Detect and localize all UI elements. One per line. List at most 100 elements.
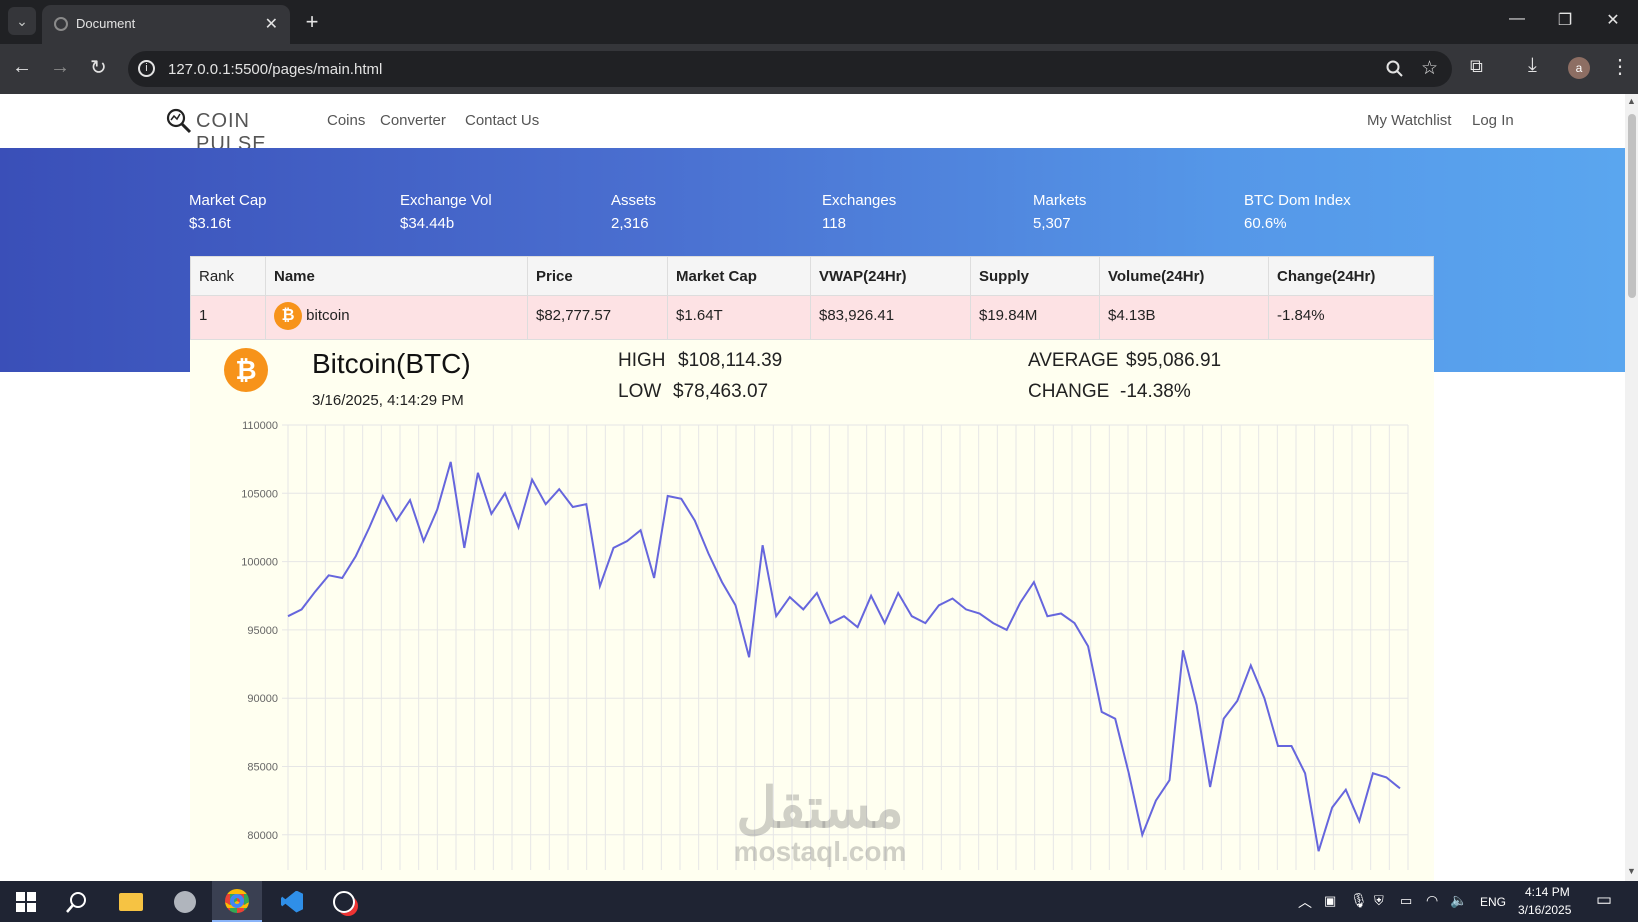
y-tick-label: 80000 [247,830,278,842]
y-tick-label: 90000 [247,693,278,705]
bitcoin-icon: ₿ [274,302,302,331]
low-label: LOW [618,381,662,402]
nav-link-coins[interactable]: Coins [327,112,366,129]
coin-name: bitcoin [306,307,350,325]
watermark-arabic: مستقل [736,776,904,839]
watermark-latin: mostaql.com [733,836,907,867]
volume-icon[interactable]: 🔈 [1450,892,1468,908]
app2-button[interactable] [326,881,362,922]
clock-date[interactable]: 3/16/2025 [1518,903,1572,917]
tab-title: Document [76,16,136,31]
stat-value: 60.6% [1244,215,1287,232]
browser-chrome: ⌄ Document ✕ + — ❐ ✕ ← → ↻ i 127.0.0.1:5… [0,0,1638,94]
stat-label: Exchange Vol [400,192,492,209]
security-icon[interactable]: ⛨ [1374,893,1384,908]
nav-link-contact[interactable]: Contact Us [465,112,540,129]
wifi-icon[interactable]: ◠ [1426,892,1439,908]
extensions-icon[interactable]: ⧉ [1470,56,1483,76]
low-value: $78,463.07 [673,381,769,402]
nav-link-converter[interactable]: Converter [380,112,446,129]
stat-value: 5,307 [1033,215,1071,232]
windows-icon [16,891,36,912]
average-value: $95,086.91 [1126,350,1222,371]
coin-title: Bitcoin(BTC) [312,348,471,379]
header-supply: Supply [971,257,1100,297]
search-button[interactable] [60,881,94,922]
y-tick-label: 85000 [247,762,278,774]
y-tick-label: 95000 [247,625,278,637]
site-info-icon[interactable]: i [138,60,155,77]
web-page: COIN PULSE Coins Converter Contact Us My… [0,94,1625,881]
clock-time[interactable]: 4:14 PM [1525,885,1570,899]
cell-volume: $4.13B [1100,296,1269,339]
globe-icon [54,17,68,31]
app-button[interactable] [168,881,202,922]
app-icon [174,890,196,913]
price-series-line [287,461,1401,852]
start-button[interactable] [10,881,42,922]
nav-link-watchlist[interactable]: My Watchlist [1367,112,1452,129]
high-label: HIGH [618,350,666,371]
cell-name[interactable]: ₿ bitcoin [266,296,528,339]
address-bar[interactable]: i 127.0.0.1:5500/pages/main.html ☆ [128,51,1452,87]
scrollbar-thumb[interactable] [1628,114,1636,298]
coin-timestamp: 3/16/2025, 4:14:29 PM [312,392,464,409]
stat-label: Markets [1033,192,1087,209]
stat-value: $34.44b [400,215,455,232]
battery-icon[interactable]: ▭ [1400,893,1413,908]
site-logo[interactable]: COIN PULSE [163,106,303,155]
y-tick-label: 100000 [241,557,278,569]
new-tab-button[interactable]: + [305,9,319,34]
url-text[interactable]: 127.0.0.1:5500/pages/main.html [168,61,383,78]
back-icon[interactable]: ← [12,56,32,78]
watermark: مستقل mostaql.com [720,780,920,868]
change-label: CHANGE [1028,381,1110,402]
stat-label: Exchanges [822,192,897,209]
menu-icon[interactable]: ⋮ [1610,56,1630,78]
meet-icon[interactable]: ▣ [1324,893,1337,908]
close-window-icon[interactable]: ✕ [1606,12,1620,29]
mic-icon[interactable]: 🎙 [1350,892,1368,908]
stat-assets: Assets 2,316 [611,192,656,232]
bitcoin-large-icon: ₿ [224,348,268,392]
header-change: Change(24Hr) [1277,268,1376,285]
forward-icon[interactable]: → [50,56,70,78]
app2-icon [333,890,355,913]
cell-market-cap: $1.64T [668,296,811,339]
cell-vwap: $83,926.41 [811,296,971,339]
download-icon[interactable]: ⤓ [1528,54,1537,76]
restore-icon[interactable]: ❐ [1557,12,1573,29]
page-scrollbar[interactable]: ▲ ▼ [1625,94,1638,881]
avatar[interactable]: a [1568,57,1590,79]
change-value: -14.38% [1120,381,1191,402]
magnifier-chart-icon [166,108,192,134]
close-tab-icon[interactable]: ✕ [264,16,278,33]
scroll-up-icon[interactable]: ▲ [1627,96,1636,106]
stat-exchange-vol: Exchange Vol $34.44b [400,192,492,232]
browser-tab[interactable]: Document ✕ [42,5,290,44]
header-market-cap: Market Cap [668,257,811,297]
nav-link-login[interactable]: Log In [1472,112,1514,129]
header-price: Price [528,257,668,297]
average-label: AVERAGE [1028,350,1119,371]
tab-strip: ⌄ Document ✕ + — ❐ ✕ [0,0,1638,44]
price-line-chart: 110000 105000 100000 95000 90000 85000 80000 [241,420,1409,870]
language-indicator[interactable]: ENG [1480,895,1507,909]
high-value: $108,114.39 [678,350,783,371]
minimize-icon[interactable]: — [1509,10,1525,27]
stat-value: 2,316 [611,215,649,232]
file-explorer-button[interactable] [114,881,148,922]
chrome-button[interactable] [212,881,262,922]
notification-icon[interactable]: ▭ [1596,890,1613,909]
vscode-button[interactable] [272,881,312,922]
zoom-icon[interactable] [1386,60,1404,78]
header-name: Name [266,257,528,297]
scroll-down-icon[interactable]: ▼ [1627,866,1636,876]
cell-price: $82,777.57 [528,296,668,339]
chevron-up-icon[interactable]: ︿ [1298,894,1312,910]
reload-icon[interactable]: ↻ [90,57,107,79]
tab-search-button[interactable]: ⌄ [8,7,36,35]
bookmark-star-icon[interactable]: ☆ [1420,58,1438,79]
header-rank: Rank [191,257,266,297]
table-row[interactable]: 1 ₿ bitcoin $82,777.57 $1.64T $83,926.41… [190,296,1434,340]
